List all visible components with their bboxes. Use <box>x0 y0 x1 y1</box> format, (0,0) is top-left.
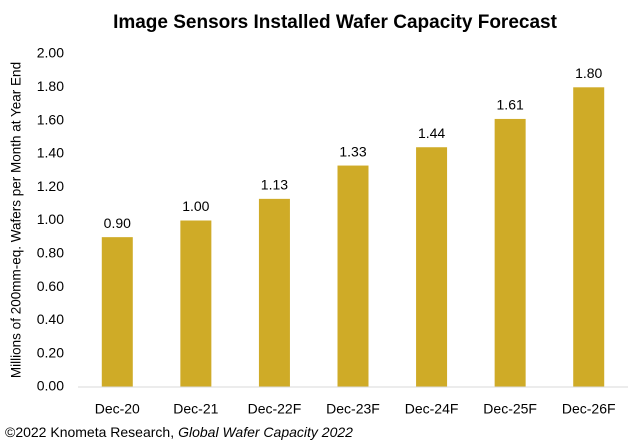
y-tick-label: 1.40 <box>37 145 64 161</box>
chart-title: Image Sensors Installed Wafer Capacity F… <box>113 12 558 33</box>
y-tick-label: 1.80 <box>37 78 64 94</box>
footer: ©2022 Knometa Research, Global Wafer Capa… <box>5 424 353 440</box>
bar <box>258 198 290 387</box>
value-label: 1.00 <box>182 198 209 214</box>
x-tick-label: Dec-21 <box>173 401 218 417</box>
y-tick-label: 0.40 <box>37 311 64 327</box>
y-tick-label: 1.60 <box>37 111 64 127</box>
bar <box>573 87 605 388</box>
y-axis-label: Millions of 200mm-eq. Wafers per Month a… <box>9 62 24 378</box>
bar <box>337 165 369 387</box>
value-label: 1.44 <box>418 125 445 141</box>
x-tick-label: Dec-24F <box>405 401 459 417</box>
value-label: 1.13 <box>261 177 288 193</box>
x-tick-label: Dec-22F <box>248 401 302 417</box>
value-label: 1.61 <box>497 97 524 113</box>
bar <box>180 220 212 387</box>
value-label: 0.90 <box>104 215 131 231</box>
bar <box>416 147 448 387</box>
x-tick-label: Dec-23F <box>326 401 380 417</box>
y-tick-label: 1.00 <box>37 211 64 227</box>
x-tick-label: Dec-26F <box>562 401 616 417</box>
publication: Global Wafer Capacity 2022 <box>178 424 353 440</box>
value-label: 1.80 <box>575 65 602 81</box>
x-tick-label: Dec-20 <box>95 401 140 417</box>
y-tick-label: 0.60 <box>37 278 64 294</box>
y-tick-label: 0.20 <box>37 344 64 360</box>
y-tick-label: 1.20 <box>37 178 64 194</box>
source: ©2022 Knometa Research, <box>5 424 174 440</box>
y-tick-label: 2.00 <box>37 45 64 61</box>
x-tick-label: Dec-25F <box>483 401 537 417</box>
bar <box>494 118 526 387</box>
value-label: 1.33 <box>339 143 366 159</box>
y-tick-label: 0.00 <box>37 378 64 394</box>
bar <box>101 237 133 387</box>
y-tick-label: 0.80 <box>37 245 64 261</box>
